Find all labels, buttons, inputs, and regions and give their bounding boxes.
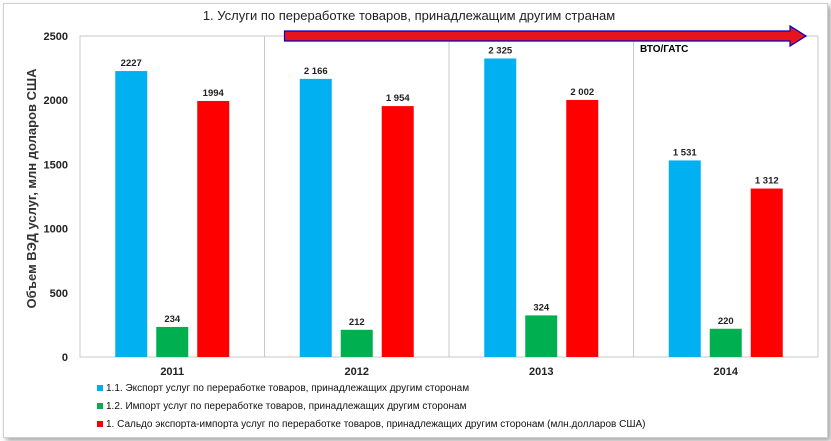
data-label: 2 166 bbox=[304, 66, 328, 77]
wto-annotation: ВТО/ГАТС bbox=[640, 44, 688, 55]
data-label: 1994 bbox=[203, 88, 225, 99]
bar-3-2014 bbox=[750, 188, 783, 357]
legend-swatch bbox=[97, 385, 103, 391]
y-tick-label: 500 bbox=[50, 288, 68, 300]
bar-2-2014 bbox=[709, 328, 742, 357]
data-label: 1 312 bbox=[755, 176, 779, 187]
bar-2-2013 bbox=[525, 315, 558, 357]
x-tick-label: 2014 bbox=[714, 366, 739, 378]
wto-arrow bbox=[283, 24, 808, 48]
x-tick-label: 2013 bbox=[529, 366, 553, 378]
data-label: 2 002 bbox=[570, 87, 594, 98]
data-label: 2227 bbox=[121, 58, 142, 69]
bar-2-2012 bbox=[340, 329, 373, 357]
legend-entry: 1. Сальдо экспорта-импорта услуг по пере… bbox=[106, 418, 646, 430]
x-tick-label: 2011 bbox=[160, 366, 184, 378]
legend-entry: 1.2. Импорт услуг по переработке товаров… bbox=[106, 400, 467, 412]
data-label: 1 954 bbox=[386, 93, 410, 104]
bar-1-2013 bbox=[484, 58, 517, 357]
y-tick-label: 1500 bbox=[44, 159, 68, 171]
y-tick-label: 0 bbox=[62, 352, 68, 364]
bar-1-2014 bbox=[668, 160, 701, 357]
data-label: 212 bbox=[349, 317, 365, 328]
chart-title: 1. Услуги по переработке товаров, принад… bbox=[203, 8, 615, 23]
y-tick-label: 2000 bbox=[44, 95, 68, 107]
data-label: 324 bbox=[533, 302, 550, 313]
y-tick-label: 2500 bbox=[44, 31, 68, 43]
legend-swatch bbox=[97, 403, 103, 409]
legend-swatch bbox=[97, 421, 103, 427]
data-label: 2 325 bbox=[488, 45, 512, 56]
bar-3-2012 bbox=[381, 106, 414, 357]
legend-entry: 1.1. Экспорт услуг по переработке товаро… bbox=[106, 382, 469, 394]
x-tick-label: 2012 bbox=[345, 366, 369, 378]
bar-3-2013 bbox=[566, 99, 599, 357]
bar-2-2011 bbox=[156, 326, 189, 357]
bar-1-2011 bbox=[115, 71, 148, 358]
bar-3-2011 bbox=[197, 100, 230, 357]
data-label: 234 bbox=[164, 314, 181, 325]
data-label: 220 bbox=[718, 316, 734, 327]
bar-1-2012 bbox=[299, 78, 332, 358]
y-axis-label: Объем ВЭД услуг, млн доларов США bbox=[24, 68, 39, 309]
y-tick-label: 1000 bbox=[44, 224, 68, 236]
data-label: 1 531 bbox=[673, 147, 697, 158]
